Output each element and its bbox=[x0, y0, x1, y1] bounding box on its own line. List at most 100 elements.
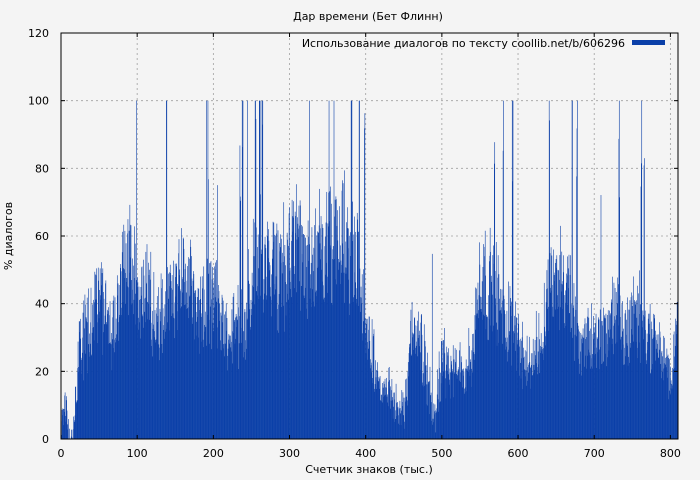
bar bbox=[464, 392, 466, 439]
bar bbox=[160, 321, 162, 439]
bar bbox=[457, 372, 459, 439]
bar bbox=[642, 320, 643, 439]
bar bbox=[93, 299, 94, 439]
bar bbox=[565, 325, 567, 439]
bar bbox=[401, 410, 402, 439]
bar bbox=[258, 268, 259, 439]
bar bbox=[643, 339, 644, 439]
bar bbox=[535, 358, 536, 439]
bar bbox=[177, 286, 179, 439]
bar bbox=[295, 184, 297, 439]
bar bbox=[364, 318, 366, 439]
bar bbox=[323, 299, 325, 439]
bar bbox=[514, 325, 516, 439]
bar bbox=[615, 291, 617, 439]
x-axis-label: Счетчик знаков (тыс.) bbox=[305, 463, 433, 476]
bar bbox=[161, 343, 163, 439]
bar bbox=[512, 100, 514, 440]
bar bbox=[126, 286, 128, 439]
bar bbox=[455, 361, 457, 439]
bar bbox=[311, 289, 313, 439]
bar bbox=[481, 297, 483, 439]
bar bbox=[448, 368, 450, 439]
bar bbox=[76, 400, 78, 439]
bar bbox=[246, 348, 248, 439]
bar bbox=[551, 284, 553, 439]
bar bbox=[259, 100, 261, 440]
bar bbox=[146, 282, 147, 439]
bar bbox=[243, 357, 244, 439]
bar bbox=[186, 280, 188, 439]
bar bbox=[225, 343, 227, 439]
bar bbox=[191, 256, 192, 439]
bar bbox=[62, 408, 64, 439]
bar bbox=[602, 363, 604, 439]
bar bbox=[451, 364, 452, 439]
bar bbox=[110, 342, 111, 439]
bar bbox=[614, 323, 615, 439]
bar bbox=[84, 304, 86, 439]
bar bbox=[500, 309, 502, 439]
bar bbox=[366, 319, 368, 439]
bar bbox=[529, 362, 531, 439]
bar bbox=[329, 221, 330, 439]
bar bbox=[590, 358, 592, 439]
bar bbox=[494, 142, 496, 439]
bar bbox=[554, 262, 556, 439]
bar bbox=[492, 255, 494, 439]
bar bbox=[284, 244, 286, 439]
bar bbox=[575, 336, 577, 439]
bar bbox=[545, 336, 547, 439]
bar bbox=[268, 270, 270, 439]
bar bbox=[211, 349, 213, 439]
bar bbox=[230, 351, 232, 439]
bar bbox=[397, 402, 398, 439]
bar bbox=[534, 339, 536, 439]
bar bbox=[375, 388, 377, 439]
bar bbox=[625, 334, 627, 439]
bar bbox=[538, 364, 539, 439]
bar bbox=[519, 338, 521, 439]
bar bbox=[523, 370, 525, 439]
bar bbox=[659, 331, 661, 439]
bar bbox=[308, 244, 310, 439]
bar bbox=[610, 302, 612, 439]
bar bbox=[631, 329, 633, 439]
bar bbox=[182, 292, 184, 439]
bar bbox=[532, 375, 533, 439]
bar bbox=[598, 317, 599, 439]
bar bbox=[361, 303, 363, 439]
bar bbox=[664, 367, 666, 439]
bar bbox=[570, 255, 571, 439]
bar bbox=[240, 196, 241, 439]
bar bbox=[510, 365, 512, 439]
bar bbox=[456, 374, 457, 439]
bar bbox=[110, 344, 112, 439]
bar bbox=[181, 228, 182, 439]
bar bbox=[552, 316, 553, 439]
bar bbox=[431, 402, 432, 439]
bar bbox=[209, 263, 210, 439]
bar bbox=[336, 225, 338, 439]
bar bbox=[485, 275, 486, 439]
bar bbox=[344, 170, 345, 440]
bar bbox=[473, 352, 475, 439]
bar bbox=[459, 342, 461, 439]
bar bbox=[334, 216, 336, 439]
bar bbox=[554, 272, 556, 439]
bar bbox=[295, 233, 297, 439]
bar bbox=[516, 370, 517, 439]
bar bbox=[300, 285, 302, 439]
bar bbox=[427, 381, 429, 439]
bar bbox=[154, 337, 155, 439]
bar bbox=[508, 349, 510, 439]
bar bbox=[282, 261, 284, 439]
bar bbox=[452, 371, 453, 439]
bar bbox=[640, 186, 642, 439]
bar bbox=[112, 300, 114, 439]
bar bbox=[399, 400, 401, 439]
bar bbox=[224, 314, 225, 439]
bar bbox=[588, 352, 590, 439]
bar bbox=[208, 179, 209, 439]
bar bbox=[287, 245, 289, 439]
